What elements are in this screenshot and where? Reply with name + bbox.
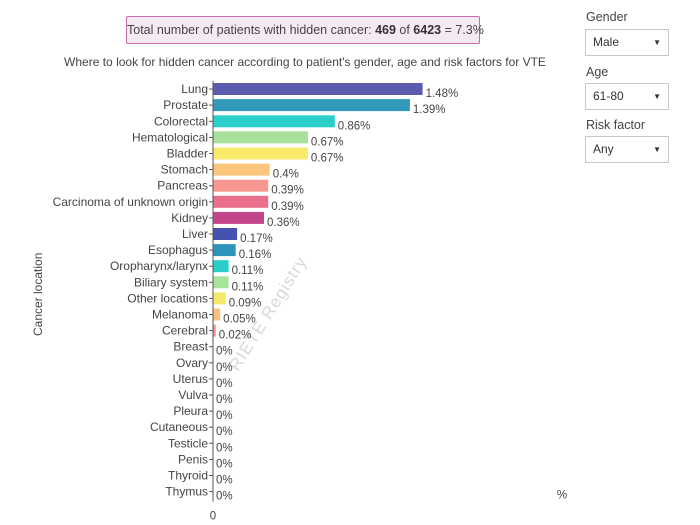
bar-carcinoma-of-unknown-origin[interactable]	[213, 195, 269, 208]
y-axis-title: Cancer location	[31, 253, 45, 336]
value-label: 0%	[216, 394, 233, 406]
category-label: Pancreas	[157, 179, 208, 193]
value-label: 1.48%	[426, 88, 459, 100]
value-label: 0.11%	[232, 281, 264, 293]
bar-lung[interactable]	[213, 83, 423, 95]
value-label: 0%	[216, 458, 233, 470]
gender-value: Male	[593, 35, 620, 49]
value-label: 0%	[216, 426, 233, 438]
value-label: 0%	[216, 410, 233, 422]
age-label: Age	[586, 65, 609, 79]
category-label: Ovary	[176, 356, 208, 370]
value-label: 0.16%	[239, 249, 272, 261]
bar-chart: RIETE Registry Cancer location LungProst…	[31, 81, 567, 523]
value-label: 0%	[216, 475, 233, 487]
risk-factor-label: Risk factor	[586, 118, 646, 132]
value-label: 0.05%	[223, 314, 256, 326]
category-label: Other locations	[127, 291, 208, 305]
bars	[213, 83, 423, 337]
risk-factor-select[interactable]: Any ▼	[585, 136, 669, 163]
category-label: Kidney	[171, 211, 208, 225]
bar-kidney[interactable]	[213, 211, 264, 224]
age-select[interactable]: 61-80 ▼	[585, 83, 669, 110]
category-label: Testicle	[168, 436, 208, 450]
gender-label: Gender	[586, 10, 628, 24]
value-label: 0.67%	[311, 136, 344, 148]
summary-total: 6423	[413, 23, 442, 37]
category-label: Stomach	[161, 163, 208, 177]
y-ticks	[209, 88, 213, 493]
summary-of: of	[395, 23, 414, 37]
value-label: 0.39%	[271, 185, 304, 197]
category-label: Penis	[178, 452, 208, 466]
bar-other-locations[interactable]	[213, 292, 226, 305]
summary-count: 469	[375, 23, 396, 37]
chart-title: Where to look for hidden cancer accordin…	[64, 55, 546, 69]
gender-select[interactable]: Male ▼	[585, 29, 669, 56]
bar-oropharynx-larynx[interactable]	[213, 260, 229, 273]
category-label: Thymus	[165, 485, 208, 499]
category-label: Liver	[182, 227, 208, 241]
value-label: 0.86%	[338, 120, 371, 132]
value-label: 0.36%	[267, 217, 300, 229]
category-label: Thyroid	[168, 469, 208, 483]
category-label: Prostate	[163, 98, 208, 112]
category-label: Hematological	[132, 130, 208, 144]
chevron-down-icon: ▼	[653, 145, 661, 154]
value-labels: 1.48% 1.39% 0.86% 0.67% 0.67% 0.4% 0.39% 0.39% 0…	[216, 88, 458, 503]
bar-pancreas[interactable]	[213, 179, 269, 192]
value-label: 0.09%	[229, 297, 262, 309]
bar-stomach[interactable]	[213, 163, 270, 176]
value-label: 0.4%	[273, 169, 299, 181]
chevron-down-icon: ▼	[653, 38, 661, 47]
value-label: 0.67%	[311, 153, 344, 165]
bar-colorectal[interactable]	[213, 115, 335, 128]
bar-cerebral[interactable]	[213, 324, 216, 337]
value-label: 0.17%	[240, 233, 273, 245]
value-label: 1.39%	[413, 104, 446, 116]
value-label: 0.11%	[232, 265, 264, 277]
value-label: 0%	[216, 378, 233, 390]
category-label: Vulva	[178, 388, 208, 402]
chevron-down-icon: ▼	[653, 92, 661, 101]
bar-liver[interactable]	[213, 228, 238, 240]
category-label: Bladder	[167, 147, 208, 161]
value-label: 0%	[216, 346, 233, 358]
category-labels: Lung Prostate Colorectal Hematological Bladd…	[53, 82, 209, 499]
bar-esophagus[interactable]	[213, 244, 236, 257]
category-label: Cerebral	[162, 324, 208, 338]
bar-hematological[interactable]	[213, 131, 308, 144]
category-label: Oropharynx/larynx	[110, 259, 208, 273]
age-value: 61-80	[593, 89, 624, 103]
category-label: Melanoma	[152, 308, 208, 322]
bar-biliary-system[interactable]	[213, 276, 229, 289]
summary-suffix: = 7.3%	[441, 23, 484, 37]
category-label: Colorectal	[154, 114, 208, 128]
category-label: Uterus	[173, 372, 208, 386]
category-label: Biliary system	[134, 275, 208, 289]
category-label: Carcinoma of unknown origin	[53, 195, 208, 209]
bar-melanoma[interactable]	[213, 308, 221, 321]
risk-factor-value: Any	[593, 142, 614, 156]
value-label: 0.02%	[219, 330, 252, 342]
category-label: Esophagus	[148, 243, 208, 257]
value-label: 0.39%	[271, 201, 304, 213]
x-tick-label: 0	[210, 511, 216, 523]
bar-prostate[interactable]	[213, 99, 410, 112]
summary-box: Total number of patients with hidden can…	[126, 16, 484, 44]
bar-bladder[interactable]	[213, 147, 308, 160]
x-axis-unit-label: %	[557, 490, 567, 502]
category-label: Cutaneous	[150, 420, 208, 434]
summary-prefix: Total number of patients with hidden can…	[127, 23, 376, 37]
value-label: 0%	[216, 491, 233, 503]
category-label: Lung	[181, 82, 208, 96]
value-label: 0%	[216, 442, 233, 454]
value-label: 0%	[216, 362, 233, 374]
category-label: Breast	[173, 340, 208, 354]
category-label: Pleura	[173, 404, 208, 418]
